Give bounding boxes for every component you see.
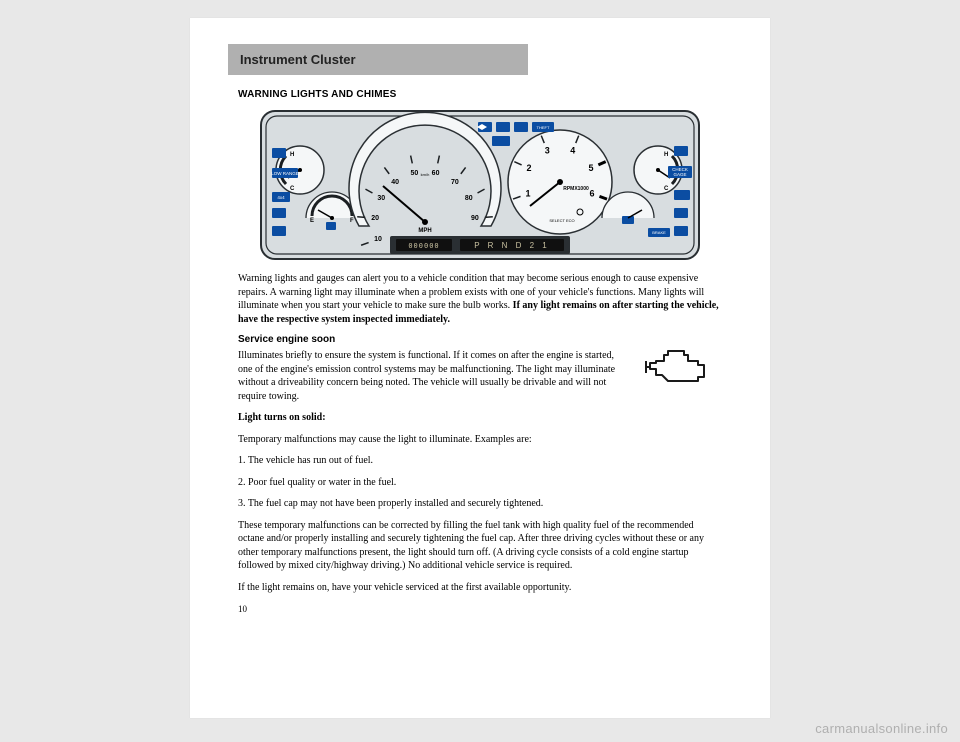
fuel-full: F <box>350 218 354 224</box>
intro-paragraph: Warning lights and gauges can alert you … <box>238 272 722 326</box>
service-engine-heading: Service engine soon <box>238 334 722 345</box>
svg-text:2: 2 <box>526 163 531 173</box>
svg-text:4: 4 <box>570 145 575 155</box>
engine-icon <box>642 347 712 392</box>
malfunction-item-3: 3. The fuel cap may not have been proper… <box>238 497 722 511</box>
chapter-header: Instrument Cluster <box>228 44 528 75</box>
svg-text:6: 6 <box>589 189 594 199</box>
speedo-kph-label: km/h <box>421 172 430 177</box>
instrument-cluster-diagram: H C LOW RANGE 4x4 E F <box>260 110 700 260</box>
svg-text:GAGE: GAGE <box>673 172 686 177</box>
light-solid-heading: Light turns on solid: <box>238 411 722 425</box>
temp-left-max: H <box>290 152 294 158</box>
svg-text:20: 20 <box>371 215 379 222</box>
svg-text:60: 60 <box>432 170 440 177</box>
odometer: 000000 <box>408 242 439 250</box>
select-eco-indicator: SELECT ECO <box>549 218 574 223</box>
malfunction-item-1: 1. The vehicle has run out of fuel. <box>238 454 722 468</box>
speedo-label: MPH <box>418 228 431 234</box>
temp-fix-paragraph: These temporary malfunctions can be corr… <box>238 519 722 573</box>
fuel-empty: E <box>310 218 314 224</box>
svg-text:30: 30 <box>377 195 385 202</box>
svg-text:80: 80 <box>465 195 473 202</box>
svg-text:70: 70 <box>451 179 459 186</box>
temp-right-min: C <box>664 186 669 192</box>
temp-left-min: C <box>290 186 295 192</box>
watermark: carmanualsonline.info <box>815 721 948 736</box>
gear-display: P R N D 2 1 <box>474 241 550 250</box>
theft-indicator: THEFT <box>537 125 550 130</box>
light-solid-intro: Temporary malfunctions may cause the lig… <box>238 433 722 447</box>
brake-indicator: BRAKE <box>652 230 666 235</box>
low-range-indicator: LOW RANGE <box>271 171 299 176</box>
svg-text:5: 5 <box>589 163 594 173</box>
malfunction-item-2: 2. Poor fuel quality or water in the fue… <box>238 476 722 490</box>
page-number: 10 <box>238 604 722 614</box>
temp-right-max: H <box>664 152 668 158</box>
svg-text:3: 3 <box>545 145 550 155</box>
section-heading: WARNING LIGHTS AND CHIMES <box>238 89 722 100</box>
svg-text:10: 10 <box>374 236 382 243</box>
light-remains-paragraph: If the light remains on, have your vehic… <box>238 581 722 595</box>
manual-page: Instrument Cluster WARNING LIGHTS AND CH… <box>190 18 770 718</box>
tach-label: RPMX1000 <box>563 186 589 192</box>
svg-text:90: 90 <box>471 215 479 222</box>
svg-text:50: 50 <box>411 170 419 177</box>
svg-text:1: 1 <box>526 189 531 199</box>
four-by-four-indicator: 4x4 <box>277 195 285 200</box>
svg-text:40: 40 <box>391 179 399 186</box>
